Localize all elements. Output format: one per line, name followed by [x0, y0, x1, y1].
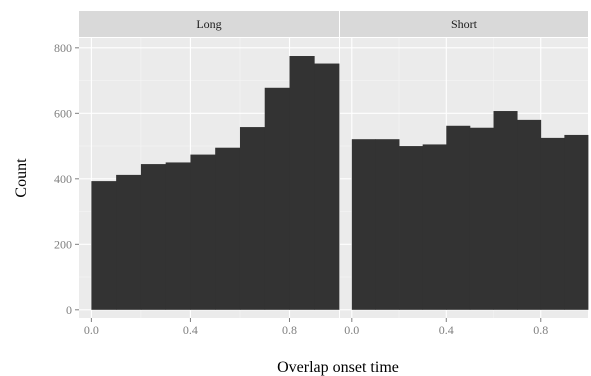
- facet-panels: Long Short: [79, 11, 589, 318]
- y-axis: 0 200 400 600 800: [54, 41, 79, 317]
- facet-strip: [340, 11, 588, 37]
- facet-strip-label: Long: [196, 17, 221, 31]
- histogram-bar-long-4: [190, 154, 216, 310]
- histogram-bar-long-5: [215, 147, 241, 310]
- x-axis-title: Overlap onset time: [277, 359, 399, 376]
- y-axis-tick-label: 0: [66, 303, 72, 317]
- y-axis-tick-label: 800: [54, 41, 72, 55]
- histogram-bar-long-3: [165, 162, 191, 310]
- facet-panel-short: Short: [340, 11, 589, 318]
- histogram-bar-short-1: [375, 139, 400, 310]
- x-axis-tick-label: 0.8: [533, 323, 548, 337]
- y-axis-tick-label: 200: [54, 237, 72, 251]
- histogram-bar-short-9: [564, 134, 589, 310]
- histogram-bar-long-2: [140, 164, 167, 310]
- x-axis-tick-label: 0.4: [183, 323, 198, 337]
- histogram-bar-short-6: [493, 111, 518, 310]
- histogram-bar-short-0: [351, 139, 376, 310]
- histogram-bar-long-8: [289, 56, 315, 310]
- histogram-bar-short-8: [540, 137, 565, 310]
- histogram-bar-long-6: [239, 127, 266, 310]
- histogram-bar-short-3: [422, 144, 447, 310]
- histogram-bar-long-7: [264, 87, 290, 310]
- facet-strip: [79, 11, 339, 37]
- x-axis-tick-label: 0.0: [344, 323, 359, 337]
- y-axis-tick-label: 600: [54, 106, 72, 120]
- x-axis-tick-label: 0.8: [282, 323, 297, 337]
- y-axis-title: Count: [13, 158, 30, 198]
- facet-strip-label: Short: [451, 17, 478, 31]
- facet-panel-long: Long: [79, 11, 340, 318]
- histogram-bar-short-2: [399, 146, 424, 310]
- histogram-bar-long-0: [91, 181, 117, 310]
- x-axis: 0.0 0.4 0.8 0.0 0.4 0.8: [84, 318, 548, 337]
- histogram-bar-short-5: [469, 127, 494, 310]
- histogram-bar-short-4: [446, 125, 471, 310]
- x-axis-tick-label: 0.4: [439, 323, 454, 337]
- histogram-bar-short-7: [517, 119, 542, 310]
- histogram-bar-long-1: [116, 174, 142, 310]
- x-axis-tick-label: 0.0: [84, 323, 99, 337]
- y-axis-tick-label: 400: [54, 172, 72, 186]
- histogram-bar-long-9: [314, 63, 340, 310]
